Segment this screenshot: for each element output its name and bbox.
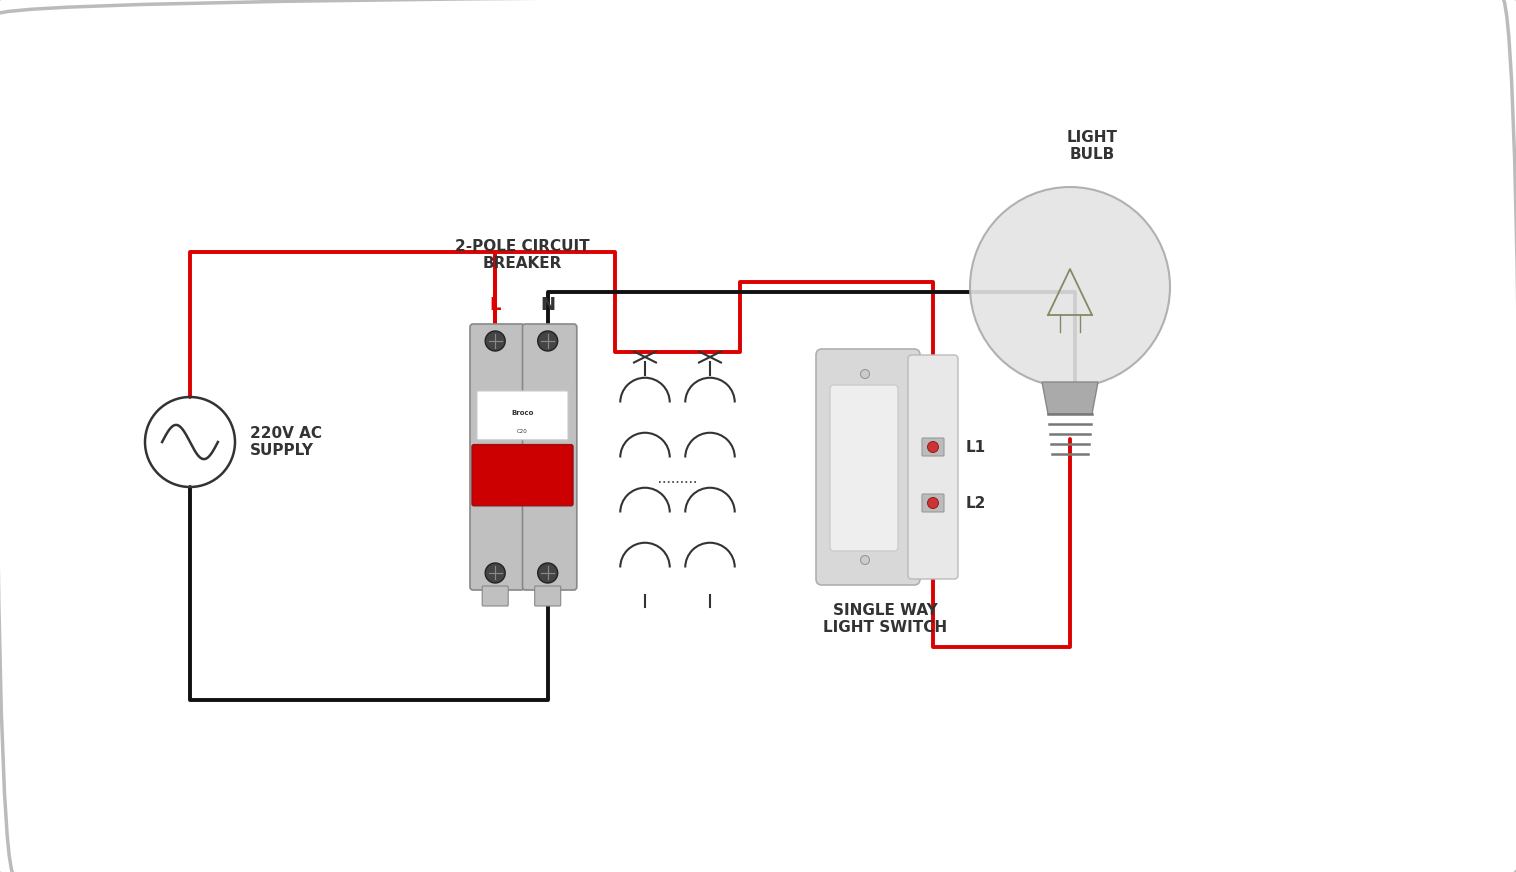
Circle shape <box>928 498 938 508</box>
Text: L2: L2 <box>966 495 987 510</box>
FancyBboxPatch shape <box>829 385 897 551</box>
FancyBboxPatch shape <box>482 586 508 606</box>
FancyBboxPatch shape <box>922 438 944 456</box>
Text: 220V AC
SUPPLY: 220V AC SUPPLY <box>250 426 321 458</box>
FancyBboxPatch shape <box>523 324 576 590</box>
Text: L1: L1 <box>966 439 985 454</box>
FancyBboxPatch shape <box>816 349 920 585</box>
Circle shape <box>538 331 558 351</box>
FancyBboxPatch shape <box>470 324 525 590</box>
Circle shape <box>970 187 1170 387</box>
Text: LIGHT
BULB: LIGHT BULB <box>1066 130 1117 162</box>
FancyBboxPatch shape <box>471 445 573 506</box>
Circle shape <box>861 370 870 378</box>
Circle shape <box>485 331 505 351</box>
FancyBboxPatch shape <box>922 494 944 512</box>
Circle shape <box>538 563 558 583</box>
FancyBboxPatch shape <box>535 586 561 606</box>
Circle shape <box>861 555 870 564</box>
Text: C20: C20 <box>517 428 528 433</box>
Text: L: L <box>490 296 500 314</box>
Text: SINGLE WAY
LIGHT SWITCH: SINGLE WAY LIGHT SWITCH <box>823 603 948 635</box>
Polygon shape <box>1041 382 1098 414</box>
Text: Broco: Broco <box>511 410 534 416</box>
Circle shape <box>485 563 505 583</box>
Text: N: N <box>540 296 555 314</box>
FancyBboxPatch shape <box>908 355 958 579</box>
Text: 2-POLE CIRCUIT
BREAKER: 2-POLE CIRCUIT BREAKER <box>455 239 590 271</box>
Circle shape <box>928 441 938 453</box>
FancyBboxPatch shape <box>478 391 568 439</box>
